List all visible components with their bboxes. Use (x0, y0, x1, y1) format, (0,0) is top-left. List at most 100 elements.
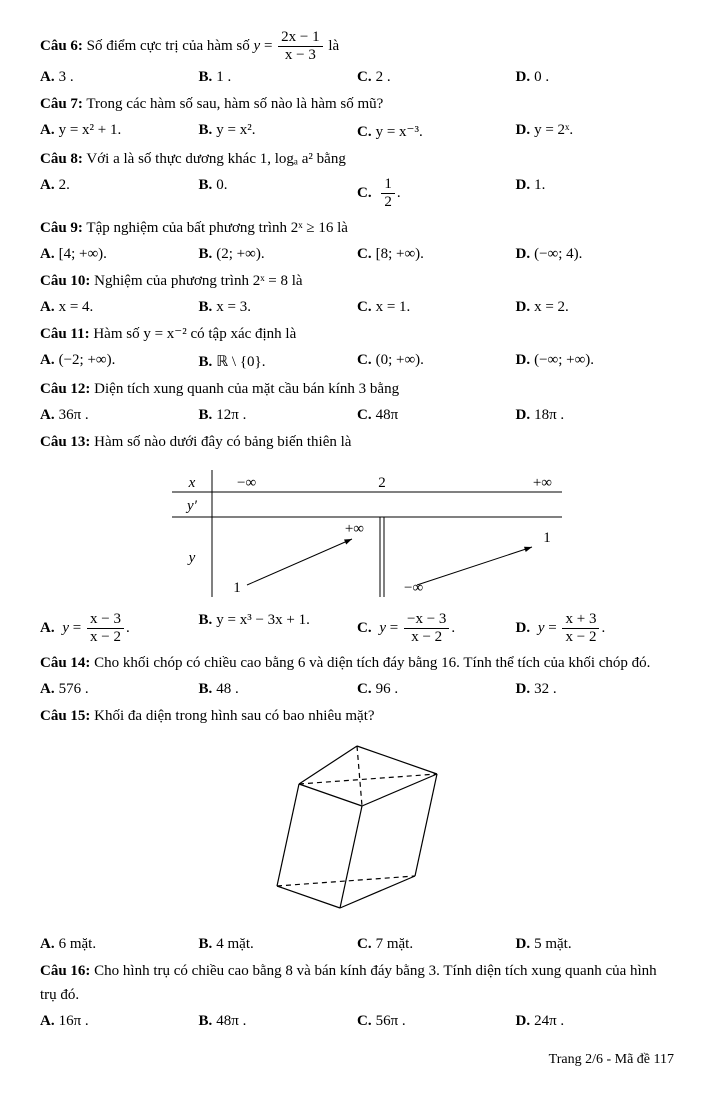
svg-text:−∞: −∞ (237, 475, 256, 491)
q14-opt-c: C.96 . (357, 679, 516, 700)
q8-opt-a: A.2. (40, 175, 199, 212)
q8-opt-d: D.1. (516, 175, 675, 212)
q15-options: A.6 mặt. B.4 mặt. C.7 mặt. D.5 mặt. (40, 934, 674, 955)
svg-text:2: 2 (378, 475, 386, 491)
q7-opt-b: B.y = x². (199, 120, 358, 143)
q7-label: Câu 7: (40, 96, 83, 112)
svg-text:x: x (188, 475, 196, 491)
question-10: Câu 10: Nghiệm của phương trình 2ˣ = 8 l… (40, 269, 674, 293)
q13-text: Hàm số nào dưới đây có bảng biến thiên l… (94, 434, 351, 450)
q12-opt-d: D.18π . (516, 405, 675, 426)
question-6: Câu 6: Số điểm cực trị của hàm số y = 2x… (40, 30, 674, 63)
question-12: Câu 12: Diện tích xung quanh của mặt cầu… (40, 377, 674, 401)
q12-opt-a: A.36π . (40, 405, 199, 426)
q13-opt-b: B.y = x³ − 3x + 1. (199, 610, 358, 647)
polyhedron-figure (237, 736, 477, 926)
q11-opt-a: A.(−2; +∞). (40, 350, 199, 373)
q6-opt-c: C.2 . (357, 67, 516, 88)
q8-text: Với a là số thực dương khác 1, logₐ a² b… (86, 151, 345, 167)
q9-opt-b: B.(2; +∞). (199, 244, 358, 265)
question-15: Câu 15: Khối đa diện trong hình sau có b… (40, 704, 674, 728)
q6-fraction: 2x − 1 x − 3 (278, 30, 322, 63)
q8-label: Câu 8: (40, 151, 83, 167)
question-8: Câu 8: Với a là số thực dương khác 1, lo… (40, 147, 674, 171)
q7-text: Trong các hàm số sau, hàm số nào là hàm … (86, 96, 383, 112)
q11-opt-c: C.(0; +∞). (357, 350, 516, 373)
q11-options: A.(−2; +∞). B.ℝ \ {0}. C.(0; +∞). D.(−∞;… (40, 350, 674, 373)
q10-text: Nghiệm của phương trình 2ˣ = 8 là (94, 273, 302, 289)
q16-label: Câu 16: (40, 963, 90, 979)
variation-table: x −∞ 2 +∞ y′ y +∞ 1 1 −∞ (142, 462, 572, 602)
q6-text-b: là (328, 38, 339, 54)
svg-text:1: 1 (543, 530, 551, 546)
q9-opt-c: C.[8; +∞). (357, 244, 516, 265)
q16-opt-d: D.24π . (516, 1011, 675, 1032)
q16-opt-c: C.56π . (357, 1011, 516, 1032)
svg-text:+∞: +∞ (345, 521, 364, 537)
q16-opt-a: A.16π . (40, 1011, 199, 1032)
q9-label: Câu 9: (40, 220, 83, 236)
q9-opt-d: D.(−∞; 4). (516, 244, 675, 265)
q6-opt-b: B.1 . (199, 67, 358, 88)
q15-opt-b: B.4 mặt. (199, 934, 358, 955)
svg-text:y: y (187, 550, 196, 566)
q12-text: Diện tích xung quanh của mặt cầu bán kín… (94, 381, 399, 397)
q13-opt-a: A. y = x − 3x − 2. (40, 610, 199, 647)
q15-label: Câu 15: (40, 708, 90, 724)
q7-opt-a: A.y = x² + 1. (40, 120, 199, 143)
q12-label: Câu 12: (40, 381, 90, 397)
q13-opt-d: D. y = x + 3x − 2. (516, 610, 675, 647)
svg-text:+∞: +∞ (533, 475, 552, 491)
q10-opt-a: A.x = 4. (40, 297, 199, 318)
q6-text-a: Số điểm cực trị của hàm số (87, 38, 254, 54)
question-16: Câu 16: Cho hình trụ có chiều cao bằng 8… (40, 959, 674, 1007)
q8-options: A.2. B.0. C. 1 2 . D.1. (40, 175, 674, 212)
q12-opt-c: C.48π (357, 405, 516, 426)
q14-opt-b: B.48 . (199, 679, 358, 700)
q7-options: A.y = x² + 1. B.y = x². C.y = x⁻³. D.y =… (40, 120, 674, 143)
q15-opt-c: C.7 mặt. (357, 934, 516, 955)
q6-opt-a: A.3 . (40, 67, 199, 88)
question-14: Câu 14: Cho khối chóp có chiều cao bằng … (40, 651, 674, 675)
q6-opt-d: D.0 . (516, 67, 675, 88)
q12-options: A.36π . B.12π . C.48π D.18π . (40, 405, 674, 426)
q8-opt-b: B.0. (199, 175, 358, 212)
q16-options: A.16π . B.48π . C.56π . D.24π . (40, 1011, 674, 1032)
q9-text: Tập nghiệm của bất phương trình 2ˣ ≥ 16 … (86, 220, 348, 236)
page-footer: Trang 2/6 - Mã đề 117 (40, 1052, 674, 1068)
q15-opt-a: A.6 mặt. (40, 934, 199, 955)
q13-opt-c: C. y = −x − 3x − 2. (357, 610, 516, 647)
q7-opt-d: D.y = 2ˣ. (516, 120, 675, 143)
q14-options: A.576 . B.48 . C.96 . D.32 . (40, 679, 674, 700)
q14-opt-d: D.32 . (516, 679, 675, 700)
question-9: Câu 9: Tập nghiệm của bất phương trình 2… (40, 216, 674, 240)
q13-label: Câu 13: (40, 434, 90, 450)
q11-text: Hàm số y = x⁻² có tập xác định là (93, 326, 296, 342)
q7-opt-c: C.y = x⁻³. (357, 120, 516, 143)
q10-opt-c: C.x = 1. (357, 297, 516, 318)
q15-opt-d: D.5 mặt. (516, 934, 675, 955)
svg-text:−∞: −∞ (404, 580, 423, 596)
q6-options: A.3 . B.1 . C.2 . D.0 . (40, 67, 674, 88)
q11-opt-d: D.(−∞; +∞). (516, 350, 675, 373)
q16-text: Cho hình trụ có chiều cao bằng 8 và bán … (40, 963, 657, 1003)
q14-opt-a: A.576 . (40, 679, 199, 700)
q11-opt-b: B.ℝ \ {0}. (199, 350, 358, 373)
q16-opt-b: B.48π . (199, 1011, 358, 1032)
q10-opt-d: D.x = 2. (516, 297, 675, 318)
q15-text: Khối đa diện trong hình sau có bao nhiêu… (94, 708, 374, 724)
q10-label: Câu 10: (40, 273, 90, 289)
q10-opt-b: B.x = 3. (199, 297, 358, 318)
q8-c-fraction: 1 2 (381, 177, 395, 210)
q14-text: Cho khối chóp có chiều cao bằng 6 và diệ… (94, 655, 650, 671)
svg-text:1: 1 (233, 580, 241, 596)
q11-label: Câu 11: (40, 326, 90, 342)
question-11: Câu 11: Hàm số y = x⁻² có tập xác định l… (40, 322, 674, 346)
q6-label: Câu 6: (40, 38, 83, 54)
q9-options: A.[4; +∞). B.(2; +∞). C.[8; +∞). D.(−∞; … (40, 244, 674, 265)
svg-text:y′: y′ (185, 498, 198, 514)
q13-options: A. y = x − 3x − 2. B.y = x³ − 3x + 1. C.… (40, 610, 674, 647)
q9-opt-a: A.[4; +∞). (40, 244, 199, 265)
q8-opt-c: C. 1 2 . (357, 175, 516, 212)
q12-opt-b: B.12π . (199, 405, 358, 426)
